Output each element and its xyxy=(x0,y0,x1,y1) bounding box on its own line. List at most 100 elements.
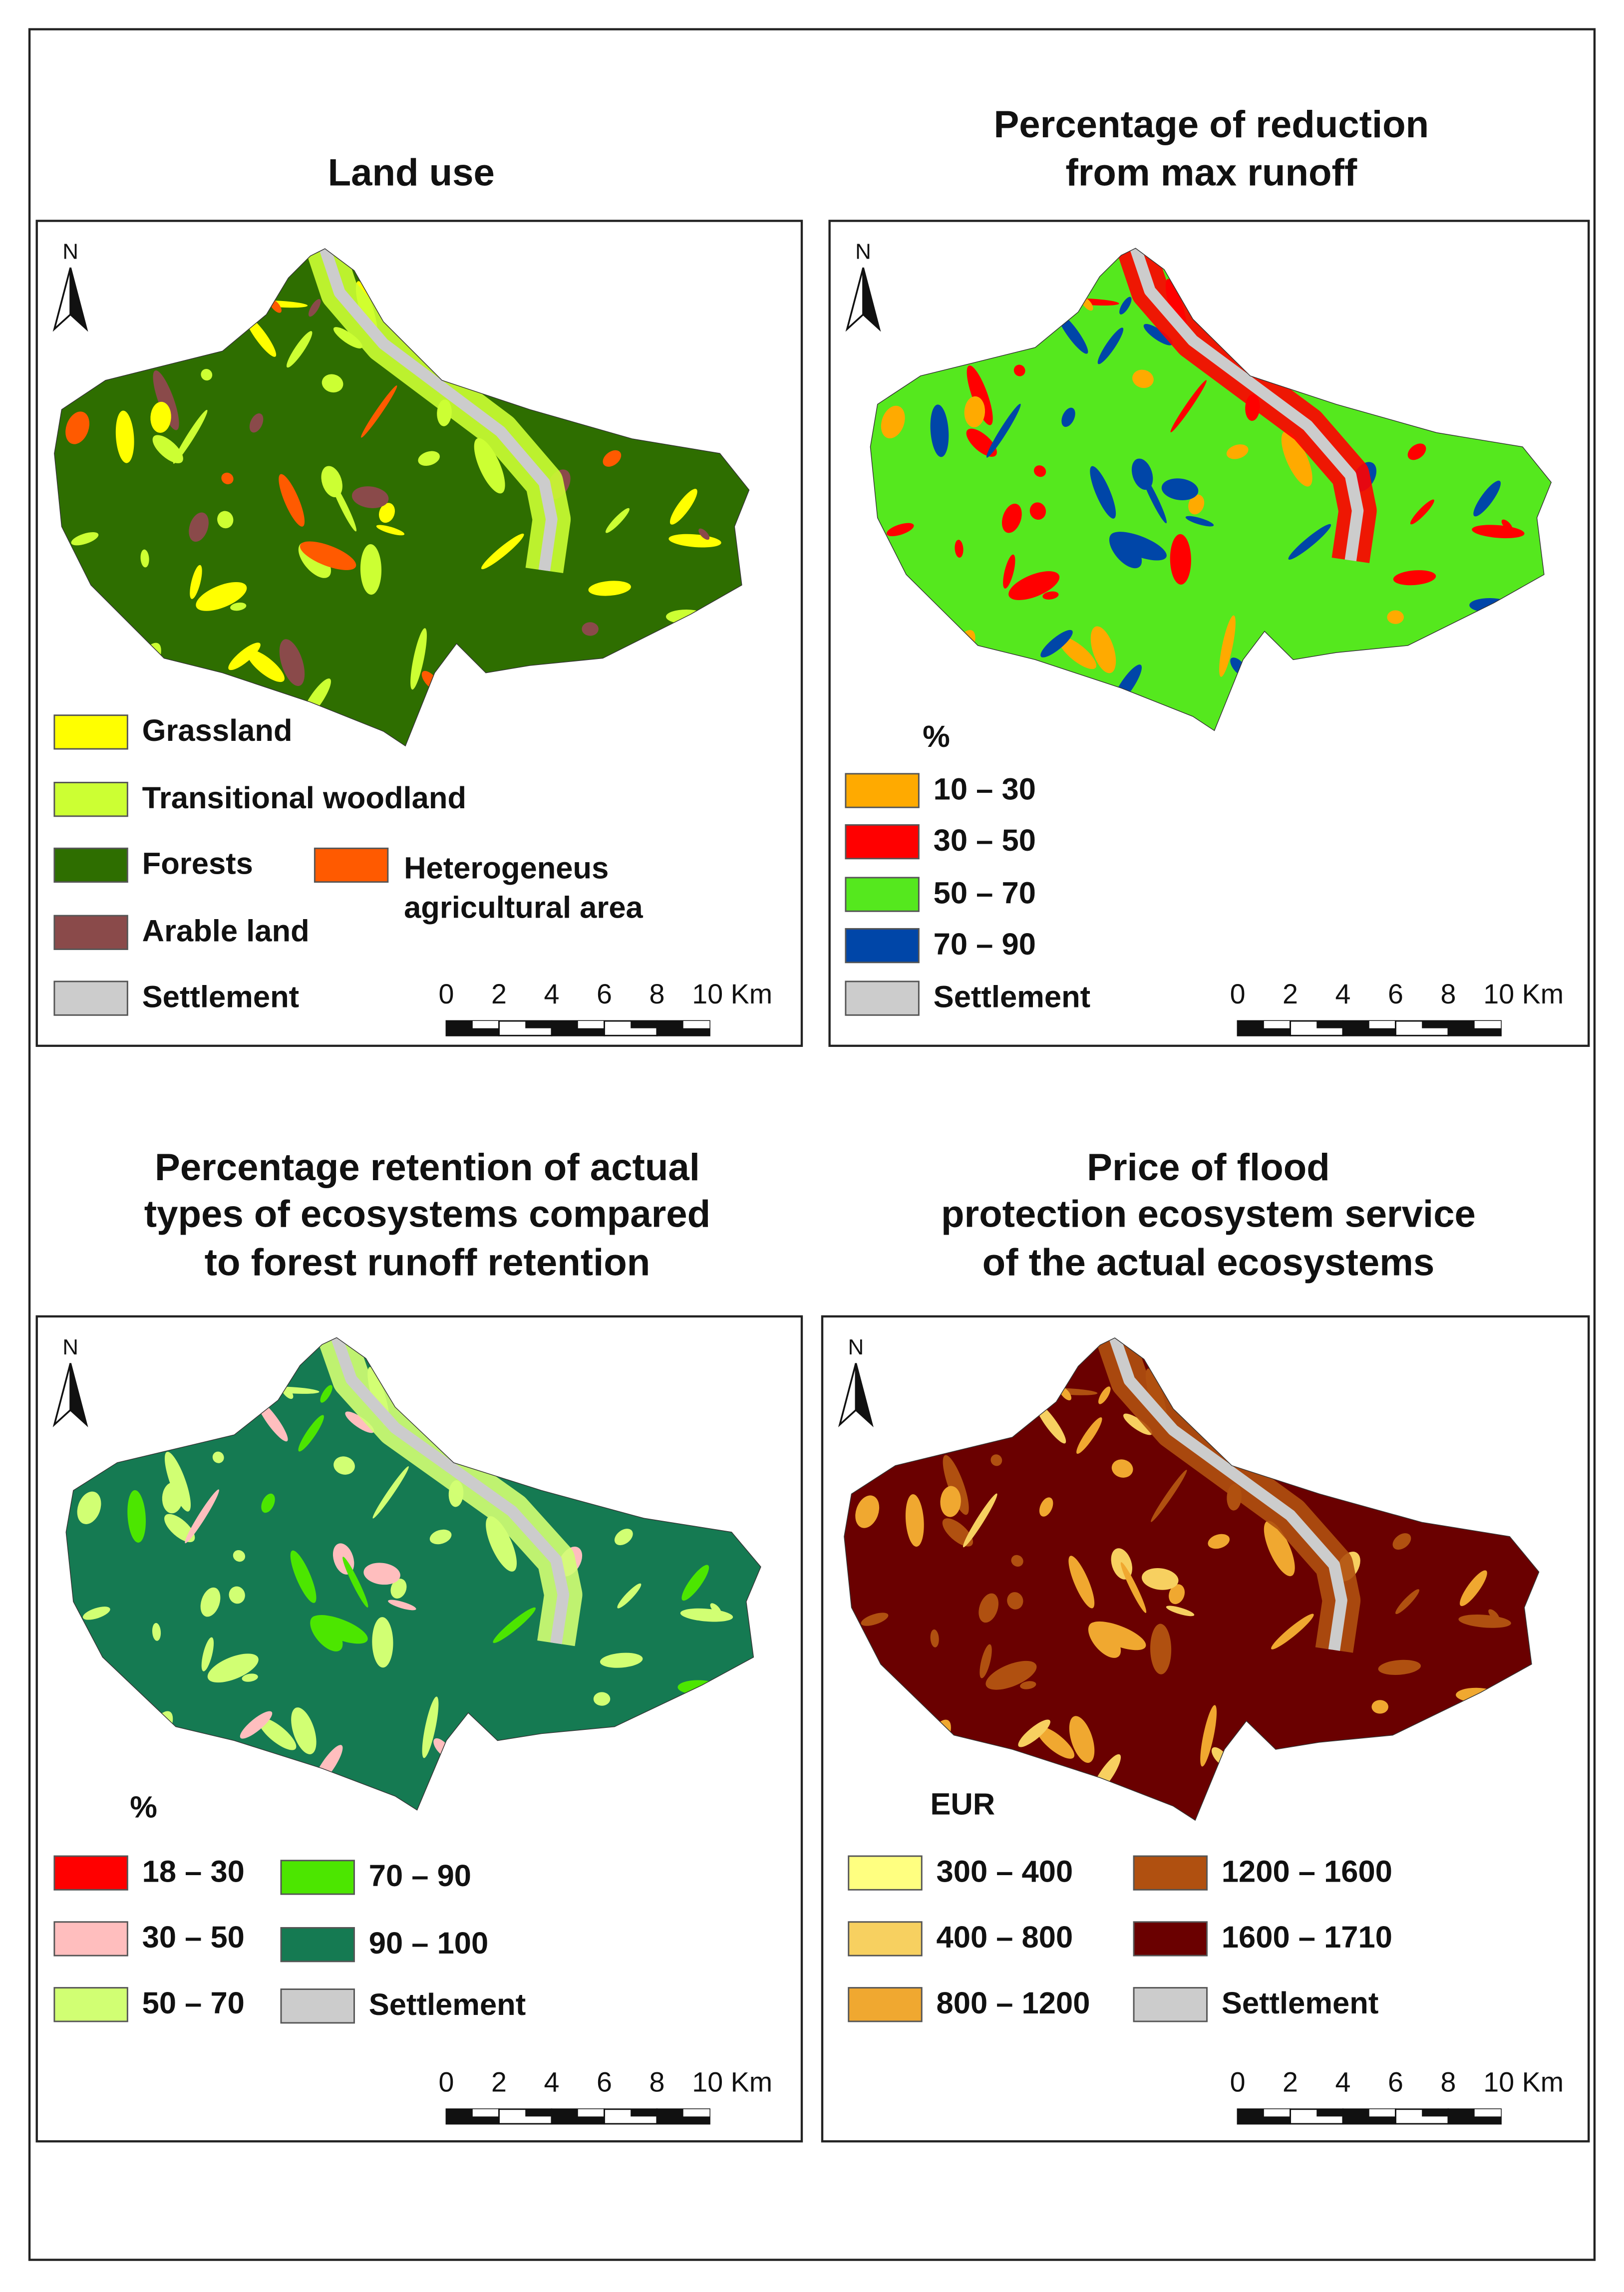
land-patch xyxy=(229,1586,245,1604)
land-patch xyxy=(486,1516,517,1572)
land-patch xyxy=(930,1629,939,1647)
north-label: N xyxy=(848,1335,864,1359)
land-patch xyxy=(1170,380,1207,432)
land-patch xyxy=(258,1718,297,1750)
scale-label: 2 xyxy=(1283,979,1298,1009)
land-patch xyxy=(978,1593,999,1623)
land-patch xyxy=(320,1385,332,1403)
scale-label: 8 xyxy=(649,2067,664,2098)
legend-swatch xyxy=(314,847,389,883)
panel-title: of the actual ecosystems xyxy=(982,1241,1435,1284)
legend-label: Settlement xyxy=(369,1987,526,2022)
map-panel: N% 18 – 30 30 – 50 50 – 70 70 – 90 90 – 100 Se… xyxy=(35,1315,803,2143)
land-patch xyxy=(1395,1589,1420,1615)
north-label: N xyxy=(62,1335,78,1359)
scale-segment xyxy=(1474,2109,1501,2117)
land-patch xyxy=(360,544,382,595)
scale-segment xyxy=(1316,2109,1343,2117)
legend-swatch xyxy=(845,981,920,1016)
legend-label: 400 – 800 xyxy=(937,1920,1073,1955)
scale-segment xyxy=(683,1021,710,1028)
land-patch xyxy=(855,1495,880,1528)
land-patch xyxy=(967,365,993,425)
land-patch xyxy=(582,622,599,636)
land-patch xyxy=(189,512,209,542)
land-patch xyxy=(681,1565,709,1601)
scale-label: 0 xyxy=(1230,979,1246,1009)
land-patch xyxy=(1161,478,1199,501)
legend-label: 50 – 70 xyxy=(142,1986,245,2020)
scale-segment xyxy=(1316,1021,1343,1028)
land-patch xyxy=(77,1491,101,1524)
land-patch xyxy=(493,1607,536,1643)
legend-label: 50 – 70 xyxy=(934,876,1036,910)
scale-label: 8 xyxy=(1440,2067,1456,2098)
land-patch xyxy=(1089,1621,1146,1650)
legend-label: 300 – 400 xyxy=(937,1854,1073,1889)
land-patch xyxy=(342,1557,368,1608)
watershed-area xyxy=(870,248,1552,731)
panel-title: Percentage of reduction xyxy=(993,103,1429,146)
land-patch xyxy=(153,370,179,430)
settlement-zone xyxy=(1130,248,1364,562)
scale-label: 6 xyxy=(597,979,612,1009)
scale-label: 10 Km xyxy=(692,979,772,1009)
land-patch xyxy=(1011,1555,1023,1567)
land-patch xyxy=(279,639,305,686)
scale-label: 0 xyxy=(1230,2067,1246,2098)
land-patch xyxy=(242,1673,258,1682)
land-patch xyxy=(217,511,234,529)
land-patch xyxy=(669,489,697,525)
land-patch xyxy=(1501,519,1513,531)
settlement-zone xyxy=(319,249,558,572)
land-patch xyxy=(1123,1413,1153,1435)
land-patch xyxy=(1387,610,1404,624)
land-patch xyxy=(1033,465,1046,477)
land-patch xyxy=(127,1490,146,1543)
watershed-outline xyxy=(65,1337,761,1811)
land-patch xyxy=(1142,1568,1179,1590)
land-patch xyxy=(361,385,397,438)
land-patch xyxy=(990,1454,1002,1466)
scale-segment xyxy=(1422,2109,1448,2117)
land-patch xyxy=(1460,1570,1487,1607)
scale-label: 0 xyxy=(439,2067,454,2098)
scale-segment xyxy=(472,1021,499,1028)
legend-label: 18 – 30 xyxy=(142,1854,245,1889)
land-patch xyxy=(963,1493,997,1548)
land-patch xyxy=(1042,591,1059,600)
land-patch xyxy=(185,1489,219,1544)
land-patch xyxy=(1371,1700,1388,1714)
land-patch xyxy=(233,1550,246,1562)
panel-title: protection ecosystem service xyxy=(941,1193,1476,1236)
land-patch xyxy=(1058,637,1097,669)
legend-swatch xyxy=(53,1987,128,2022)
land-patch xyxy=(363,1563,400,1585)
scale-label: 10 Km xyxy=(692,2067,772,2098)
land-patch xyxy=(1007,1592,1023,1610)
scale-label: 6 xyxy=(1388,2067,1403,2098)
land-patch xyxy=(1001,503,1022,533)
land-patch xyxy=(985,1660,1037,1690)
land-patch xyxy=(1271,1614,1314,1649)
land-patch xyxy=(152,1623,161,1641)
scale-segment xyxy=(631,2109,657,2117)
watershed-outline xyxy=(870,248,1552,731)
land-patch xyxy=(201,368,213,381)
land-patch xyxy=(287,331,313,368)
legend-label: 1600 – 1710 xyxy=(1222,1920,1392,1955)
watershed-outline xyxy=(54,248,750,747)
land-patch xyxy=(1018,1719,1050,1747)
legend-label: 800 – 1200 xyxy=(937,1986,1090,2020)
land-patch xyxy=(617,1583,642,1609)
north-arrow-right xyxy=(69,1363,88,1427)
watershed-outline xyxy=(844,1337,1540,1821)
land-patch xyxy=(1170,534,1191,585)
land-patch xyxy=(1132,369,1154,388)
legend-swatch xyxy=(1133,1855,1208,1891)
land-patch xyxy=(196,582,247,611)
legend-swatch xyxy=(53,915,128,950)
land-patch xyxy=(240,1711,273,1739)
panel-title: Price of flood xyxy=(1087,1146,1330,1189)
